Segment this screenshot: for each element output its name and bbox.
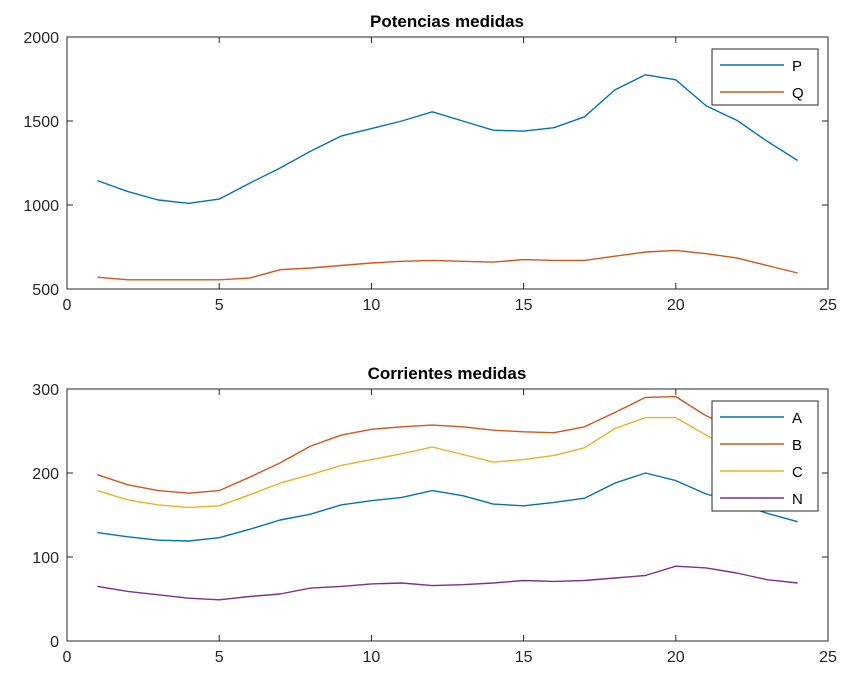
chart-title-corrientes: Corrientes medidas: [368, 364, 527, 383]
y-tick-label: 2000: [23, 30, 59, 47]
x-tick-label: 0: [63, 649, 72, 666]
legend-potencias: PQ: [711, 48, 819, 106]
series-line-n: [97, 565, 798, 601]
legend-label-n: N: [792, 491, 803, 508]
legend-box-potencias: [711, 48, 819, 106]
x-tick-label: 5: [215, 649, 224, 666]
legend-label-q: Q: [792, 85, 804, 102]
x-tick-label: 5: [215, 297, 224, 314]
y-tick-label: 500: [32, 282, 59, 299]
chart-corrientes: Corrientes medidas 0 5 10 15 20 250100200300 …: [32, 364, 837, 666]
x-tick-label: 0: [63, 297, 72, 314]
x-tick-label: 10: [363, 297, 381, 314]
x-tick-label: 25: [819, 649, 837, 666]
chart-potencias: Potencias medidas 0 5 10 15 20 25 500 1000 1500 2…: [23, 12, 837, 314]
legend-label-c: C: [792, 464, 803, 481]
x-tick-label: 15: [515, 297, 533, 314]
series-line-b: [97, 395, 798, 494]
y-tick-label: 1000: [23, 198, 59, 215]
legend-label-b: B: [792, 437, 802, 454]
legend-label-a: A: [792, 410, 802, 427]
legend-box-corrientes: [711, 400, 819, 512]
series-lines-corrientes: [97, 395, 798, 601]
x-tick-label: 15: [515, 649, 533, 666]
y-tick-label: 300: [32, 382, 59, 399]
series-line-p: [97, 74, 798, 205]
series-lines-potencias: [97, 74, 798, 281]
series-line-a: [97, 472, 798, 542]
ticks-corrientes: 0 5 10 15 20 25 0 100 200 300: [32, 382, 837, 666]
series-line-q: [97, 249, 798, 281]
legend-label-p: P: [792, 58, 802, 75]
x-tick-label: 20: [667, 297, 685, 314]
y-tick-label: 0: [50, 634, 59, 651]
x-tick-label: 20: [667, 649, 685, 666]
x-tick-label: 10: [363, 649, 381, 666]
x-tick-label: 25: [819, 297, 837, 314]
y-tick-label: 200: [32, 466, 59, 483]
plot-area-potencias: [66, 36, 829, 290]
y-tick-label: 100: [32, 550, 59, 567]
ticks-potencias: 0 5 10 15 20 25 500 1000 1500 2000: [23, 30, 837, 314]
y-tick-label: 1500: [23, 114, 59, 131]
series-line-c: [97, 416, 798, 509]
chart-title-potencias: Potencias medidas: [370, 12, 524, 31]
